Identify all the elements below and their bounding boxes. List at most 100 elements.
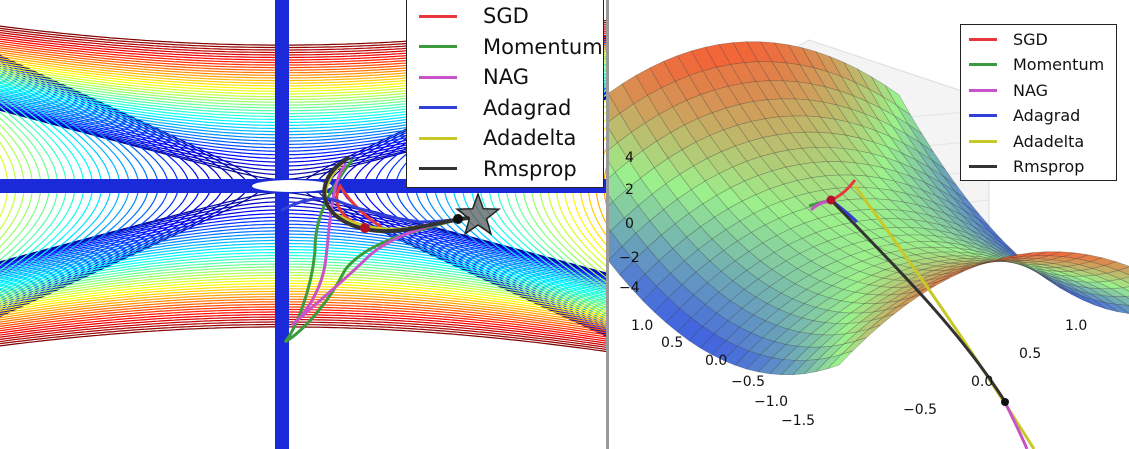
- legend-swatch: [969, 88, 997, 92]
- surface-plot: 420−2−41.00.50.0−0.5−1.0−1.51.00.50.0−0.…: [609, 39, 1129, 449]
- z-tick-label: −4: [619, 280, 640, 296]
- legend-swatch: [969, 63, 997, 66]
- y-tick-label: −1.5: [781, 413, 815, 429]
- panel-divider: [606, 0, 609, 449]
- contour-line: [0, 88, 94, 284]
- contour-line: [0, 236, 606, 288]
- contour-line: [0, 111, 50, 261]
- surface-cell: [882, 303, 909, 318]
- optimizer-endpoint-dot: [453, 214, 463, 224]
- contour-line: [0, 70, 149, 302]
- contour-line: [488, 69, 606, 303]
- contour-line: [0, 239, 606, 290]
- contour-line: [587, 135, 606, 237]
- contour-line: [0, 269, 606, 308]
- contour-line: [0, 308, 606, 338]
- legend-item-adagrad: Adagrad: [969, 104, 1080, 128]
- legend-item-nag: NAG: [969, 78, 1048, 102]
- contour-line: [0, 216, 606, 279]
- contour-line: [0, 141, 17, 231]
- surface-cell: [1114, 303, 1129, 314]
- legend-contour: SGD Momentum NAG Adagrad Adadelta Rmsprop: [406, 0, 604, 188]
- contour-line: [539, 94, 606, 278]
- legend-label: SGD: [483, 4, 529, 28]
- surface-cell: [1124, 295, 1129, 300]
- legend-swatch: [969, 114, 997, 117]
- z-tick-label: −2: [619, 250, 640, 266]
- surface-cell: [868, 313, 895, 330]
- contour-line: [0, 263, 606, 304]
- surface-cell: [841, 337, 867, 355]
- contour-line: [0, 100, 67, 272]
- surface-cell: [1007, 252, 1033, 259]
- z-tick-label: 0: [625, 216, 634, 232]
- contour-line: [555, 105, 606, 267]
- surface-cell: [827, 350, 854, 370]
- legend-item-sgd: SGD: [419, 2, 529, 30]
- contour-line: [0, 248, 606, 295]
- path-rmsprop: [829, 198, 1006, 401]
- legend-label: Momentum: [483, 34, 603, 59]
- start-dot: [826, 195, 836, 205]
- start-dot: [360, 223, 370, 233]
- contour-line: [0, 92, 85, 280]
- surface-cell: [979, 256, 1006, 266]
- contour-line: [0, 132, 25, 240]
- contour-line: [0, 78, 121, 294]
- path-tail: [1002, 399, 1029, 449]
- surface-cell: [938, 271, 964, 282]
- contour-line: [0, 260, 606, 302]
- contour-saddle-center: [252, 180, 332, 192]
- contour-line: [0, 274, 606, 312]
- surface-cell: [1110, 287, 1129, 297]
- contour-line: [0, 282, 606, 318]
- legend-label: Rmsprop: [1013, 157, 1085, 176]
- contour-line: [522, 84, 606, 288]
- contour-line: [0, 271, 606, 310]
- surface-cell: [965, 260, 992, 270]
- contour-line: [0, 277, 606, 314]
- legend-label: Adagrad: [483, 95, 572, 120]
- contour-line: [0, 81, 112, 291]
- x-tick-label: −0.5: [903, 402, 937, 418]
- z-tick-label: 4: [625, 150, 634, 166]
- surface-cell: [1117, 266, 1129, 276]
- contour-line: [0, 201, 606, 275]
- legend-item-momentum: Momentum: [969, 53, 1104, 77]
- legend-item-momentum: Momentum: [419, 33, 603, 61]
- contour-line: [0, 323, 606, 351]
- contour-line: [547, 99, 606, 273]
- x-tick-label: 0.0: [971, 374, 993, 390]
- y-tick-label: −1.0: [754, 394, 788, 410]
- contour-line: [0, 60, 201, 312]
- contour-line: [0, 124, 34, 248]
- legend-swatch: [419, 14, 457, 18]
- legend-label: Adadelta: [483, 126, 577, 150]
- contour-line: [0, 67, 159, 305]
- y-tick-label: 0.5: [661, 335, 683, 351]
- legend-swatch: [419, 75, 457, 79]
- contour-line: [0, 96, 76, 276]
- contour-line: [0, 280, 606, 316]
- legend-label: SGD: [1013, 29, 1048, 49]
- surface-cell: [1121, 286, 1129, 292]
- contour-line: [0, 227, 606, 283]
- legend-item-adadelta: Adadelta: [969, 129, 1084, 153]
- contour-line: [497, 73, 606, 299]
- contour-line: [0, 205, 606, 276]
- y-tick-label: −0.5: [731, 374, 765, 390]
- contour-line: [0, 117, 42, 255]
- contour-line: [0, 254, 606, 298]
- contour-line: [0, 321, 606, 348]
- contour-line: [0, 75, 130, 297]
- contour-line: [0, 233, 606, 286]
- legend-swatch: [419, 106, 457, 109]
- legend-swatch: [969, 37, 997, 41]
- contour-line: [0, 316, 606, 344]
- contour-line: [0, 257, 606, 300]
- legend-label: Rmsprop: [483, 156, 577, 181]
- legend-label: NAG: [483, 65, 529, 89]
- contour-line: [514, 80, 606, 292]
- contour-line: [0, 293, 606, 326]
- surface-cell: [1104, 302, 1129, 314]
